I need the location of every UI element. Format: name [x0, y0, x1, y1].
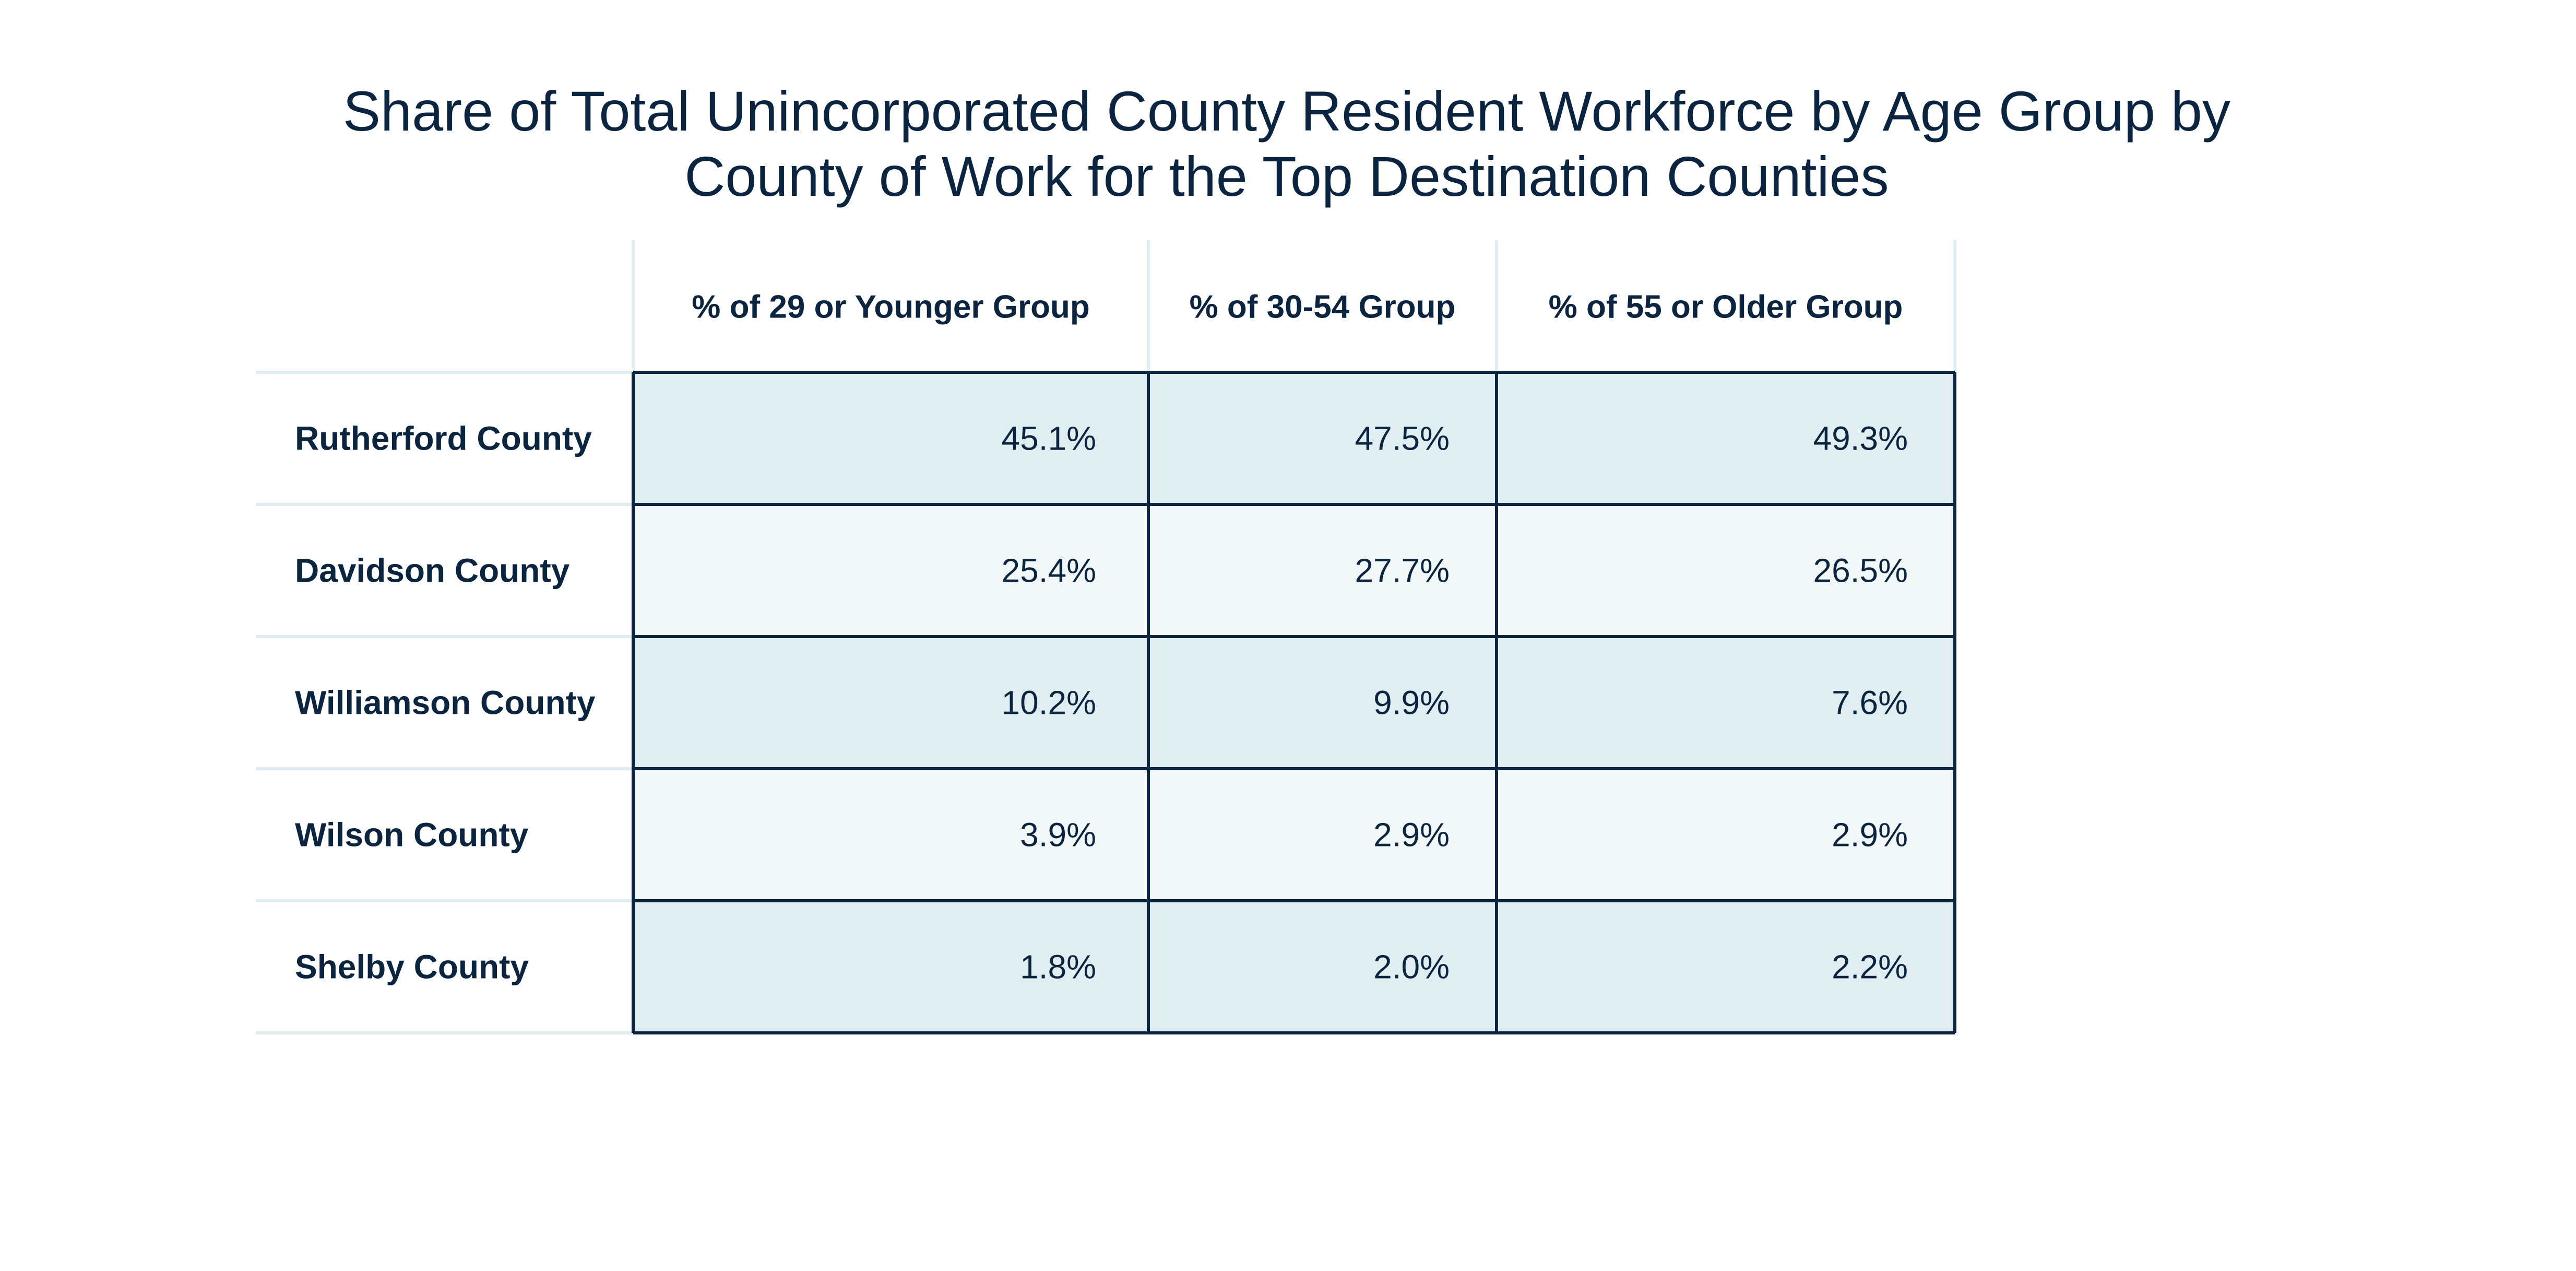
table-cell-value: 7.6% — [1832, 684, 1908, 722]
table-cell-value: 2.0% — [1373, 948, 1450, 986]
column-header: % of 55 or Older Group — [1549, 289, 1903, 325]
row-label: Davidson County — [295, 552, 570, 590]
table-text: % of 29 or Younger Group % of 30-54 Group… — [295, 289, 1908, 986]
table-cell-value: 2.9% — [1832, 816, 1908, 854]
chart-title: Share of Total Unincorporated County Res… — [343, 79, 2230, 208]
row-fill — [633, 372, 1955, 504]
row-label: Wilson County — [295, 816, 529, 854]
table-cell-value: 45.1% — [1002, 420, 1096, 457]
row-fill — [633, 504, 1955, 637]
row-fill — [633, 769, 1955, 901]
table-cell-value: 9.9% — [1373, 684, 1450, 722]
column-header: % of 29 or Younger Group — [692, 289, 1089, 325]
row-label: Shelby County — [295, 948, 529, 986]
cell-fills — [633, 372, 1955, 1033]
table-cell-value: 2.9% — [1373, 816, 1450, 854]
table-cell-value: 1.8% — [1020, 948, 1096, 986]
table-cell-value: 27.7% — [1355, 552, 1450, 590]
table-cell-value: 26.5% — [1813, 552, 1908, 590]
table-cell-value: 25.4% — [1002, 552, 1096, 590]
chart-title-line-2: County of Work for the Top Destination C… — [684, 145, 1889, 208]
row-label: Williamson County — [295, 684, 596, 722]
row-fill — [633, 901, 1955, 1033]
row-fill — [633, 637, 1955, 769]
cell-borders — [632, 371, 1956, 1034]
chart-title-line-1: Share of Total Unincorporated County Res… — [343, 79, 2230, 143]
column-header: % of 30-54 Group — [1190, 289, 1456, 325]
table-cell-value: 47.5% — [1355, 420, 1450, 457]
header-rules — [256, 240, 1956, 1034]
table-cell-value: 10.2% — [1002, 684, 1096, 722]
table-cell-value: 49.3% — [1813, 420, 1908, 457]
table-cell-value: 3.9% — [1020, 816, 1096, 854]
row-label: Rutherford County — [295, 420, 592, 457]
table-cell-value: 2.2% — [1832, 948, 1908, 986]
